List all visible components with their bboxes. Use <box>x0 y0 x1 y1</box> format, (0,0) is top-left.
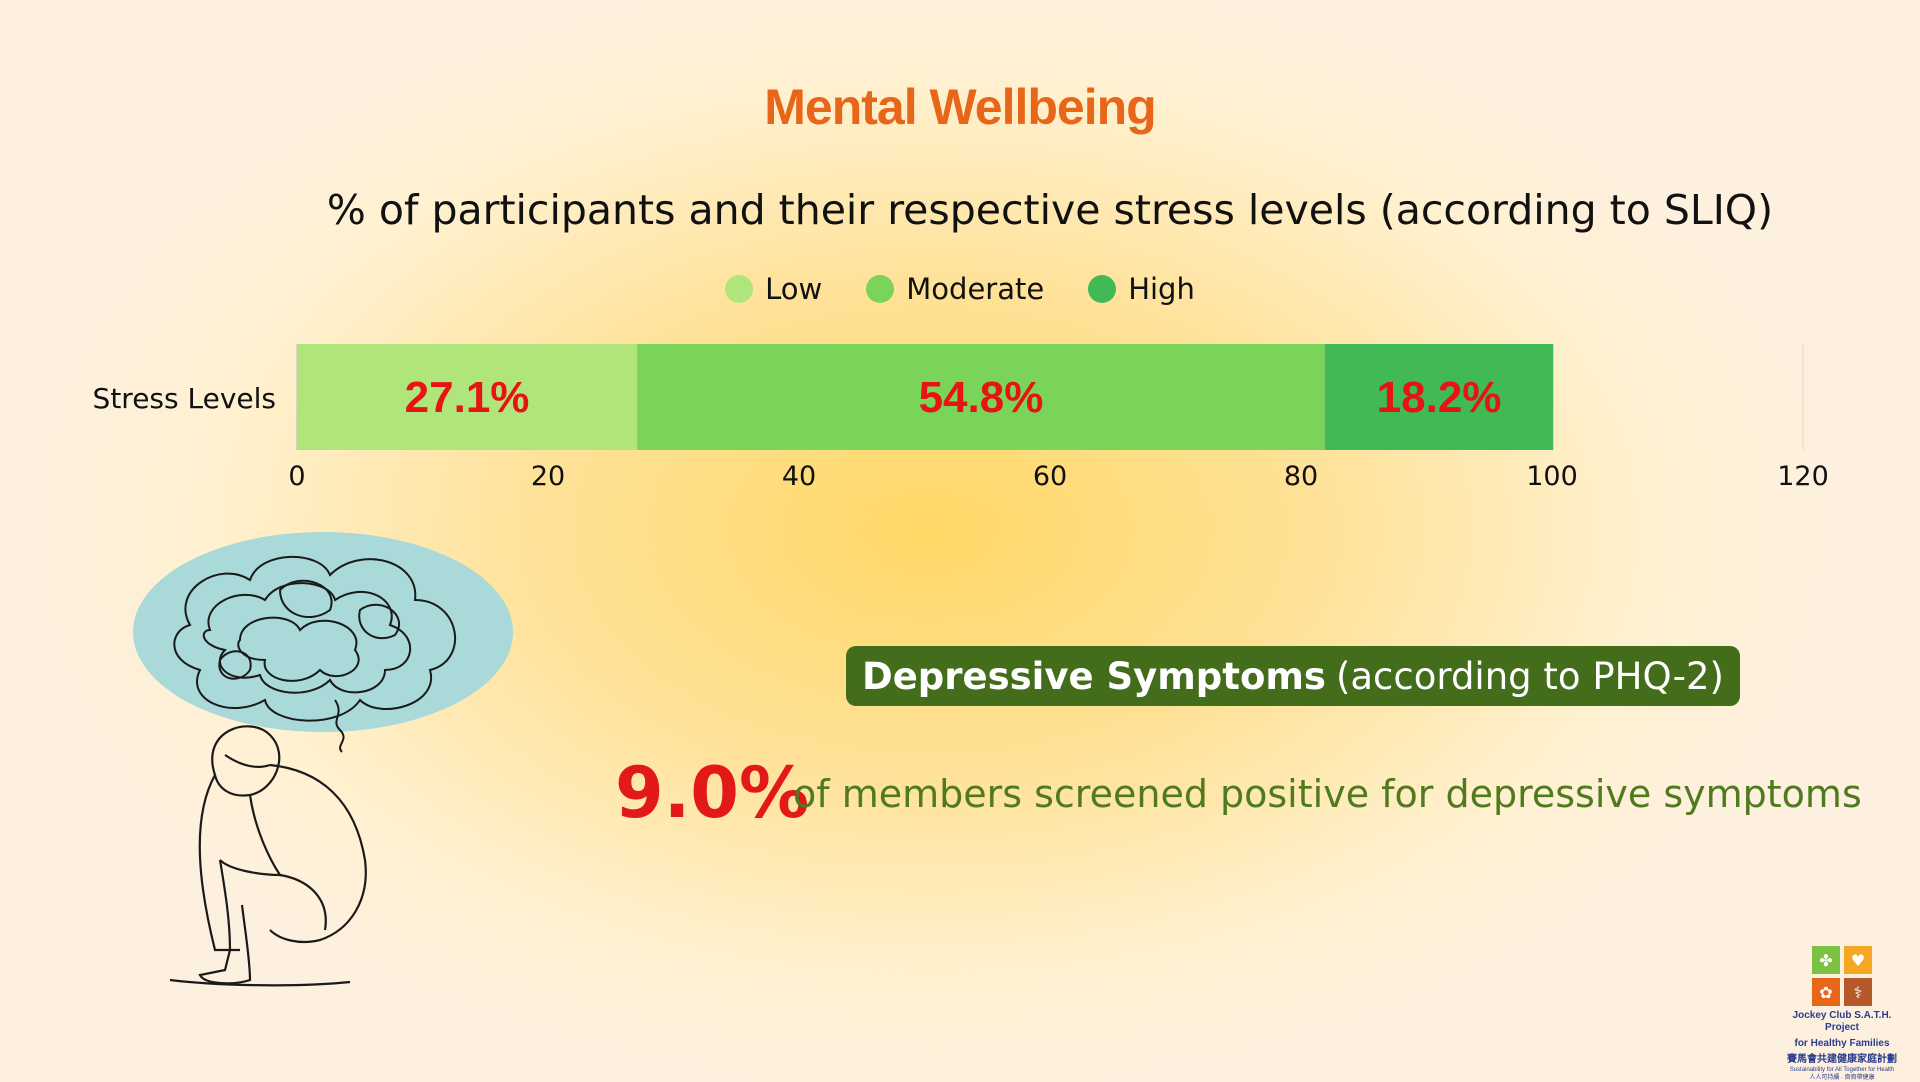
bar-segments: 27.1% 54.8% 18.2% <box>297 344 1554 450</box>
person-icon <box>169 725 367 987</box>
logo-line-4: Sustainability for All Together for Heal… <box>1789 1067 1895 1073</box>
x-tick-label: 60 <box>1033 461 1067 492</box>
page-title: Mental Wellbeing <box>764 79 1156 135</box>
data-label-low: 27.1% <box>405 373 530 422</box>
chart-subtitle: % of participants and their respective s… <box>326 186 1774 234</box>
logo-clover-icon: ✤ <box>1812 946 1840 974</box>
legend-swatch-moderate <box>866 275 895 303</box>
legend-label-high: High <box>1128 272 1195 306</box>
phq-heading-rest: (according to PHQ-2) <box>1335 654 1724 698</box>
legend-item-high: High <box>1088 272 1195 306</box>
legend-label-low: Low <box>765 272 823 306</box>
x-tick-label: 40 <box>782 461 816 492</box>
x-tick-label: 20 <box>531 461 565 492</box>
x-axis-ticks: 0 20 40 60 80 100 120 <box>288 461 1828 492</box>
data-label-high: 18.2% <box>1377 373 1502 422</box>
chart-legend: Low Moderate High <box>0 272 1920 306</box>
logo-bike-icon: ✿ <box>1812 978 1840 1006</box>
phq-heading-badge: Depressive Symptoms (according to PHQ-2) <box>846 646 1740 706</box>
legend-item-low: Low <box>725 272 822 306</box>
logo-stethoscope-icon: ⚕ <box>1844 978 1872 1006</box>
x-tick-label: 100 <box>1526 461 1578 492</box>
x-tick-label: 0 <box>288 461 305 492</box>
stressed-person-illustration <box>133 532 513 987</box>
category-label: Stress Levels <box>93 382 276 415</box>
bar-segment-moderate <box>637 344 1325 450</box>
data-label-moderate: 54.8% <box>919 373 1044 422</box>
logo-line-2: for Healthy Families <box>1794 1038 1890 1049</box>
legend-swatch-high <box>1088 275 1117 303</box>
logo-line-5: 人人可持續 · 齊齊帶健康 <box>1809 1075 1875 1081</box>
legend-item-moderate: Moderate <box>866 272 1044 306</box>
bar-segment-high <box>1324 344 1554 450</box>
logo-line-1: Jockey Club S.A.T.H. Project <box>1792 1010 1892 1033</box>
phq-description: of members screened positive for depress… <box>793 772 1862 816</box>
phq-heading-bold: Depressive Symptoms <box>862 654 1326 698</box>
logo-line-3: 賽馬會共建健康家庭計劃 <box>1787 1054 1897 1065</box>
stacked-bar-chart: Stress Levels 27.1% 54.8% 18.2% 0 20 40 60 80 1… <box>93 344 1829 492</box>
x-tick-label: 120 <box>1777 461 1829 492</box>
project-logo: ✤ ♥ ✿ ⚕ Jockey Club S.A.T.H. Project for… <box>1782 946 1902 1082</box>
logo-heart-icon: ♥ <box>1844 946 1872 974</box>
x-tick-label: 80 <box>1284 461 1318 492</box>
legend-label-moderate: Moderate <box>906 272 1045 306</box>
legend-swatch-low <box>725 275 754 303</box>
scribble-icon <box>173 555 456 753</box>
thought-cloud-icon <box>133 532 513 732</box>
phq-value: 9.0% <box>615 752 810 834</box>
bar-segment-low <box>297 344 638 450</box>
logo-mark-icon: ✤ ♥ ✿ ⚕ <box>1812 946 1872 1006</box>
